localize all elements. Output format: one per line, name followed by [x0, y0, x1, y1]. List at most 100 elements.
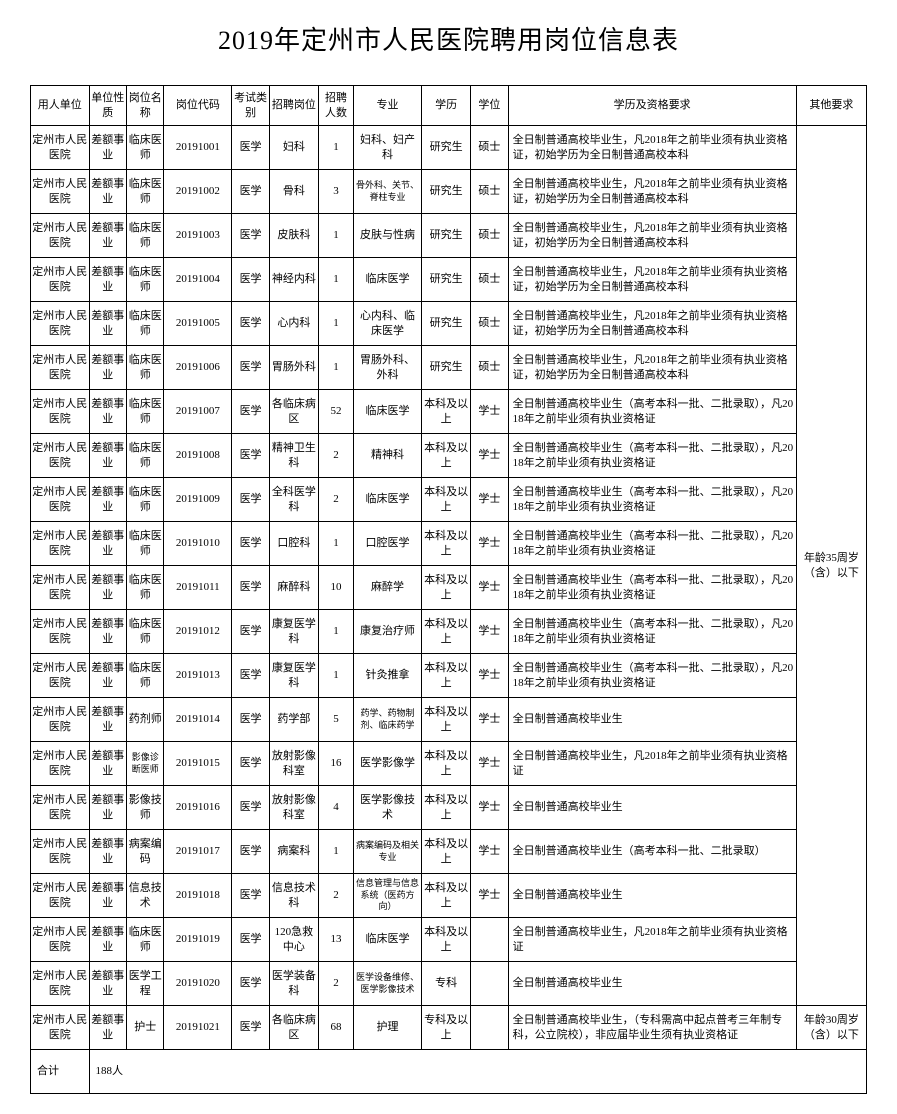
cell: 口腔科	[269, 522, 318, 566]
cell: 定州市人民医院	[31, 390, 90, 434]
cell: 研究生	[422, 214, 471, 258]
table-row: 定州市人民医院差额事业临床医师20191007医学各临床病区52临床医学本科及以…	[31, 390, 867, 434]
cell: 学士	[471, 610, 508, 654]
table-row: 定州市人民医院差额事业护士20191021医学各临床病区68护理专科及以上全日制…	[31, 1006, 867, 1050]
cell: 20191006	[164, 346, 232, 390]
cell: 医学	[232, 742, 269, 786]
cell: 定州市人民医院	[31, 478, 90, 522]
cell: 医学工程	[126, 962, 163, 1006]
cell: 硕士	[471, 258, 508, 302]
cell: 心内科	[269, 302, 318, 346]
header-other: 其他要求	[796, 86, 866, 126]
cell: 定州市人民医院	[31, 874, 90, 918]
cell: 硕士	[471, 302, 508, 346]
cell: 病案编码	[126, 830, 163, 874]
table-row: 定州市人民医院差额事业医学工程20191020医学医学装备科2医学设备维修、医学…	[31, 962, 867, 1006]
cell: 20191013	[164, 654, 232, 698]
cell: 学士	[471, 522, 508, 566]
cell: 全日制普通高校毕业生，凡2018年之前毕业须有执业资格证，初始学历为全日制普通高…	[508, 126, 796, 170]
table-row: 定州市人民医院差额事业临床医师20191012医学康复医学科1康复治疗师本科及以…	[31, 610, 867, 654]
cell: 医学	[232, 478, 269, 522]
cell: 全日制普通高校毕业生	[508, 962, 796, 1006]
cell: 专科	[422, 962, 471, 1006]
cell: 差额事业	[89, 742, 126, 786]
cell: 定州市人民医院	[31, 126, 90, 170]
cell: 20191008	[164, 434, 232, 478]
cell: 医学影像技术	[354, 786, 422, 830]
table-row: 定州市人民医院差额事业病案编码20191017医学病案科1病案编码及相关专业本科…	[31, 830, 867, 874]
cell: 20191003	[164, 214, 232, 258]
cell: 20191004	[164, 258, 232, 302]
cell: 学士	[471, 742, 508, 786]
cell: 定州市人民医院	[31, 434, 90, 478]
cell: 临床医师	[126, 918, 163, 962]
cell: 本科及以上	[422, 390, 471, 434]
cell: 临床医师	[126, 214, 163, 258]
table-row: 定州市人民医院差额事业临床医师20191002医学骨科3骨外科、关节、脊柱专业研…	[31, 170, 867, 214]
cell: 20191012	[164, 610, 232, 654]
cell: 学士	[471, 478, 508, 522]
cell: 全日制普通高校毕业生（高考本科一批、二批录取），凡2018年之前毕业须有执业资格…	[508, 566, 796, 610]
cell: 专科及以上	[422, 1006, 471, 1050]
table-row: 定州市人民医院差额事业临床医师20191003医学皮肤科1皮肤与性病研究生硕士全…	[31, 214, 867, 258]
cell: 定州市人民医院	[31, 918, 90, 962]
cell: 学士	[471, 874, 508, 918]
cell: 医学	[232, 918, 269, 962]
header-edu: 学历	[422, 86, 471, 126]
cell: 全日制普通高校毕业生，（专科需高中起点普考三年制专科，公立院校），非应届毕业生须…	[508, 1006, 796, 1050]
cell: 定州市人民医院	[31, 654, 90, 698]
cell: 差额事业	[89, 170, 126, 214]
cell: 差额事业	[89, 918, 126, 962]
cell: 学士	[471, 390, 508, 434]
cell: 52	[318, 390, 353, 434]
other-req-nurse: 年龄30周岁（含）以下	[796, 1006, 866, 1050]
cell: 13	[318, 918, 353, 962]
cell: 临床医学	[354, 478, 422, 522]
cell: 本科及以上	[422, 478, 471, 522]
cell: 全日制普通高校毕业生（高考本科一批、二批录取）	[508, 830, 796, 874]
cell: 差额事业	[89, 962, 126, 1006]
cell: 本科及以上	[422, 566, 471, 610]
cell: 硕士	[471, 170, 508, 214]
cell: 影像技师	[126, 786, 163, 830]
page-title: 2019年定州市人民医院聘用岗位信息表	[30, 20, 867, 57]
cell: 医学	[232, 302, 269, 346]
cell: 全日制普通高校毕业生（高考本科一批、二批录取），凡2018年之前毕业须有执业资格…	[508, 654, 796, 698]
table-header-row: 用人单位 单位性质 岗位名称 岗位代码 考试类别 招聘岗位 招聘人数 专业 学历…	[31, 86, 867, 126]
cell: 差额事业	[89, 346, 126, 390]
cell: 医学	[232, 1006, 269, 1050]
cell: 本科及以上	[422, 522, 471, 566]
cell: 心内科、临床医学	[354, 302, 422, 346]
header-degree: 学位	[471, 86, 508, 126]
cell: 精神科	[354, 434, 422, 478]
cell: 医学	[232, 830, 269, 874]
cell: 本科及以上	[422, 830, 471, 874]
cell: 护士	[126, 1006, 163, 1050]
cell: 医学	[232, 566, 269, 610]
cell: 医学设备维修、医学影像技术	[354, 962, 422, 1006]
cell: 16	[318, 742, 353, 786]
cell: 全日制普通高校毕业生，凡2018年之前毕业须有执业资格证，初始学历为全日制普通高…	[508, 302, 796, 346]
cell: 医学	[232, 698, 269, 742]
header-count: 招聘人数	[318, 86, 353, 126]
cell: 68	[318, 1006, 353, 1050]
cell: 本科及以上	[422, 654, 471, 698]
cell: 临床医师	[126, 258, 163, 302]
cell: 全日制普通高校毕业生（高考本科一批、二批录取），凡2018年之前毕业须有执业资格…	[508, 434, 796, 478]
cell: 全日制普通高校毕业生，凡2018年之前毕业须有执业资格证	[508, 918, 796, 962]
cell: 全日制普通高校毕业生（高考本科一批、二批录取），凡2018年之前毕业须有执业资格…	[508, 390, 796, 434]
cell: 学士	[471, 566, 508, 610]
cell: 差额事业	[89, 610, 126, 654]
cell: 医学	[232, 258, 269, 302]
cell: 20191010	[164, 522, 232, 566]
footer-row: 合计188人	[31, 1050, 867, 1094]
cell: 20191011	[164, 566, 232, 610]
cell: 差额事业	[89, 302, 126, 346]
cell: 胃肠外科、外科	[354, 346, 422, 390]
cell: 临床医师	[126, 566, 163, 610]
footer-value: 188人	[89, 1050, 866, 1094]
cell: 120急救中心	[269, 918, 318, 962]
cell: 全日制普通高校毕业生（高考本科一批、二批录取），凡2018年之前毕业须有执业资格…	[508, 610, 796, 654]
cell: 妇科、妇产科	[354, 126, 422, 170]
table-row: 定州市人民医院差额事业临床医师20191001医学妇科1妇科、妇产科研究生硕士全…	[31, 126, 867, 170]
